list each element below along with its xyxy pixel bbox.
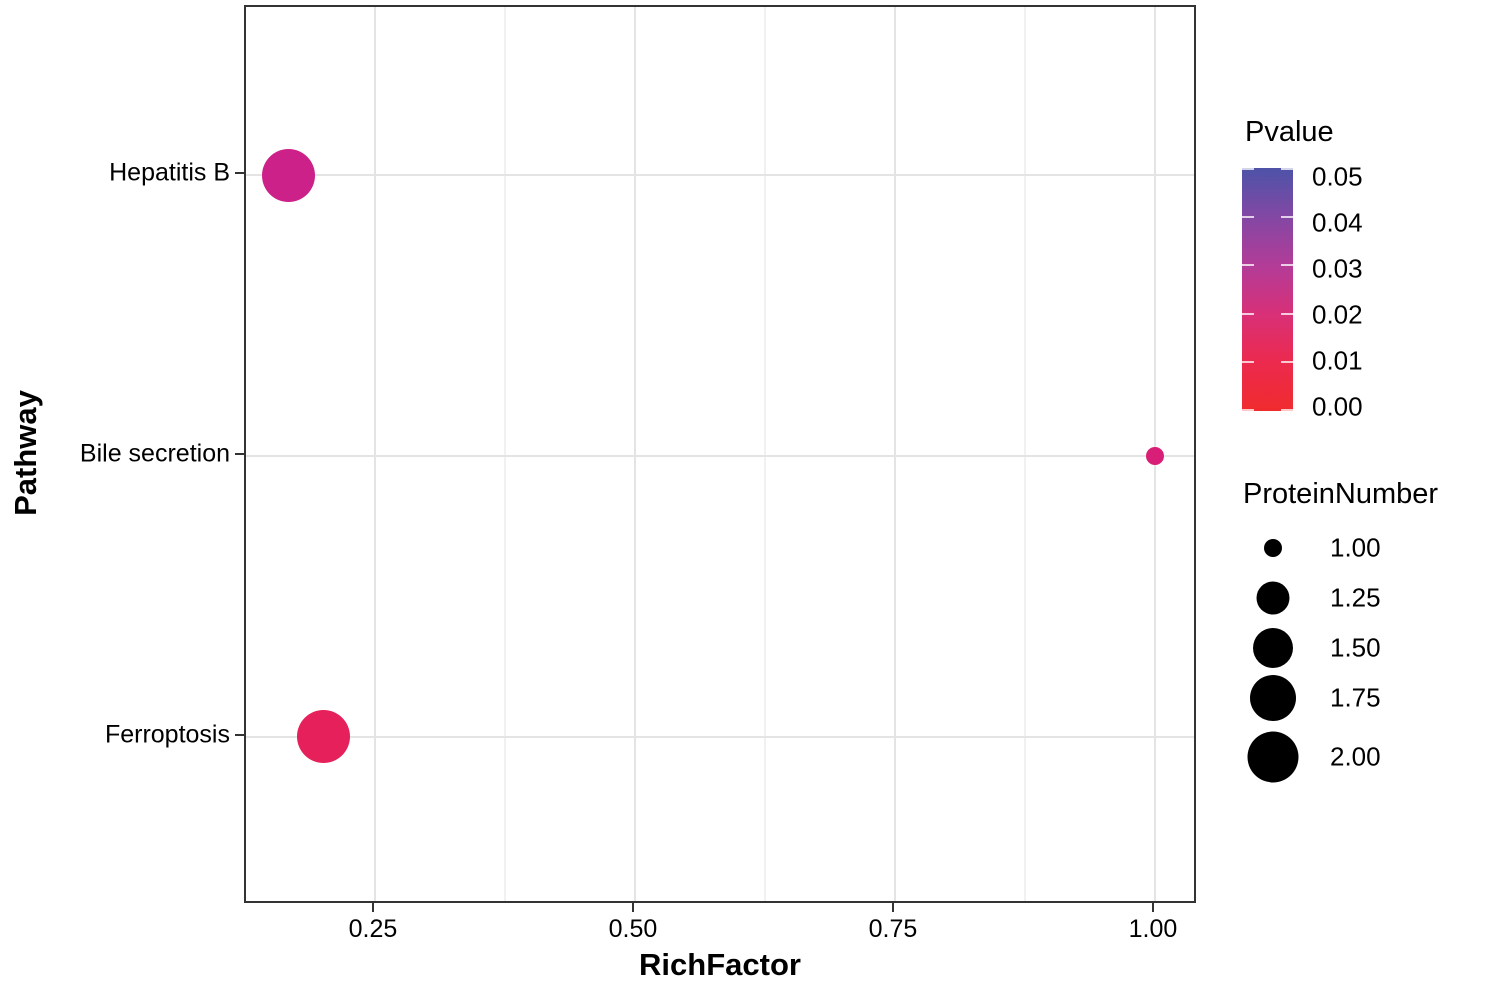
gridline-horizontal-major — [246, 455, 1194, 457]
pvalue-tick-label: 0.04 — [1312, 207, 1363, 238]
protein-number-key-label: 2.00 — [1330, 741, 1381, 772]
y-tick-label: Bile secretion — [79, 439, 230, 468]
x-tick-mark — [372, 903, 374, 912]
colorbar-tick-left — [1242, 360, 1254, 363]
colorbar-tick-right — [1281, 168, 1293, 170]
pvalue-tick-label: 0.05 — [1312, 161, 1363, 192]
protein-number-key-circle — [1253, 628, 1293, 668]
colorbar-tick-right — [1281, 216, 1293, 219]
colorbar-tick-left — [1242, 264, 1254, 267]
x-tick-label: 0.75 — [868, 915, 918, 943]
x-tick-label: 1.00 — [1128, 915, 1178, 943]
colorbar-tick-right — [1281, 264, 1293, 267]
gridline-horizontal-major — [246, 735, 1194, 738]
x-tick-mark — [632, 903, 634, 912]
gridline-vertical-minor — [764, 7, 766, 901]
gridline-horizontal-major — [246, 174, 1194, 177]
gridline-vertical-major — [374, 7, 376, 901]
protein-number-legend-title: ProteinNumber — [1243, 478, 1439, 510]
y-axis-title: Pathway — [8, 390, 43, 516]
data-point-hepatitis-b — [262, 148, 316, 202]
colorbar-tick-right — [1281, 312, 1293, 315]
x-tick-mark — [1152, 903, 1154, 912]
plot-panel — [244, 5, 1196, 903]
y-tick-mark — [235, 453, 244, 455]
colorbar-tick-left — [1242, 216, 1254, 219]
protein-number-key-circle — [1250, 675, 1296, 721]
colorbar-tick-left — [1242, 409, 1254, 411]
data-point-ferroptosis — [296, 710, 350, 764]
gridline-vertical-minor — [504, 7, 506, 901]
x-tick-label: 0.25 — [348, 915, 398, 943]
data-point-bile-secretion — [1146, 447, 1164, 465]
y-tick-label: Ferroptosis — [104, 720, 230, 749]
protein-number-key-label: 1.75 — [1330, 682, 1381, 713]
colorbar-tick-right — [1281, 409, 1293, 411]
gridline-vertical-major — [634, 7, 636, 901]
protein-number-key-circle — [1264, 539, 1282, 557]
gridline-vertical-major — [894, 7, 896, 901]
x-axis-title: RichFactor — [639, 947, 801, 982]
pvalue-legend-title: Pvalue — [1245, 116, 1334, 148]
gridline-vertical-minor — [244, 7, 246, 901]
protein-number-key-label: 1.50 — [1330, 632, 1381, 663]
y-tick-label: Hepatitis B — [109, 158, 230, 187]
pvalue-colorbar — [1242, 168, 1293, 411]
colorbar-tick-left — [1242, 168, 1254, 170]
y-tick-mark — [235, 172, 244, 175]
protein-number-key-circle — [1256, 581, 1290, 615]
protein-number-key-label: 1.00 — [1330, 532, 1381, 563]
protein-number-key-label: 1.25 — [1330, 582, 1381, 613]
x-tick-label: 0.50 — [608, 915, 658, 943]
pvalue-tick-label: 0.02 — [1312, 299, 1363, 330]
y-tick-mark — [235, 733, 244, 736]
x-tick-mark — [892, 903, 894, 912]
colorbar-tick-left — [1242, 312, 1254, 315]
pvalue-tick-label: 0.01 — [1312, 345, 1363, 376]
protein-number-key-circle — [1247, 731, 1299, 783]
colorbar-tick-right — [1281, 360, 1293, 363]
pvalue-tick-label: 0.03 — [1312, 253, 1363, 284]
pvalue-tick-label: 0.00 — [1312, 391, 1363, 422]
gridline-vertical-minor — [1024, 7, 1026, 901]
